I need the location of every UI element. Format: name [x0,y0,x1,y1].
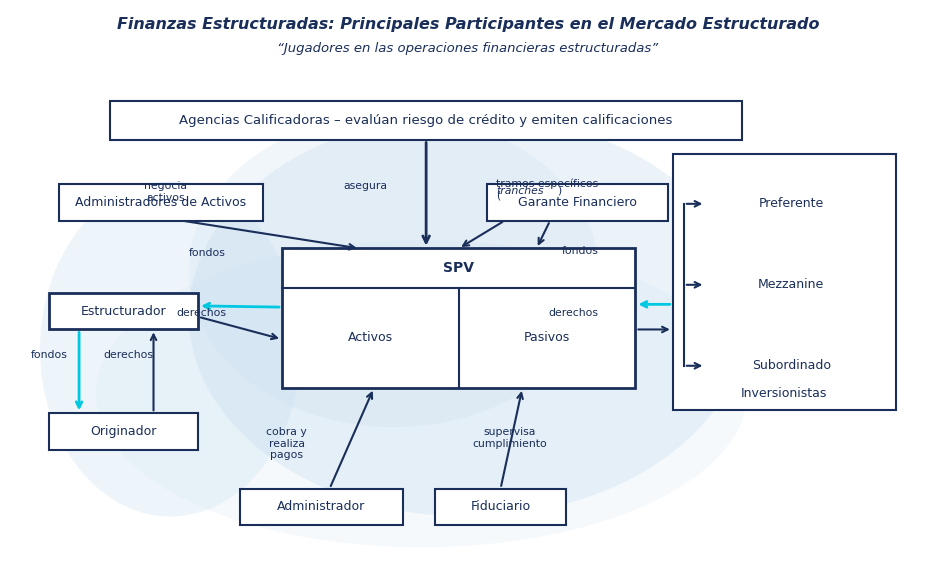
Text: Garante Financiero: Garante Financiero [518,196,636,209]
Text: Mezzanine: Mezzanine [758,278,825,291]
Text: tranches: tranches [496,186,544,196]
Text: supervisa
cumplimiento: supervisa cumplimiento [473,427,548,449]
Text: cobra y
realiza
pagos: cobra y realiza pagos [266,427,307,460]
FancyBboxPatch shape [50,293,198,329]
Text: derechos: derechos [548,309,598,318]
Text: SPV: SPV [443,261,475,275]
FancyBboxPatch shape [673,153,896,411]
Text: Inversionistas: Inversionistas [741,387,827,400]
FancyBboxPatch shape [59,184,263,221]
Text: Agencias Calificadoras – evalúan riesgo de crédito y emiten calificaciones: Agencias Calificadoras – evalúan riesgo … [180,113,673,126]
Ellipse shape [40,182,300,517]
FancyBboxPatch shape [705,268,877,302]
Text: ): ) [557,186,562,196]
Text: fondos: fondos [562,246,598,255]
Text: Pasivos: Pasivos [524,331,570,345]
Text: fondos: fondos [189,248,227,258]
Text: negocia
activos: negocia activos [144,182,187,203]
Ellipse shape [189,114,598,427]
FancyBboxPatch shape [435,488,565,525]
FancyBboxPatch shape [705,349,877,382]
FancyBboxPatch shape [50,413,198,450]
Text: Fiduciario: Fiduciario [471,500,531,513]
FancyBboxPatch shape [705,187,877,221]
Text: Finanzas Estructuradas: Principales Participantes en el Mercado Estructurado: Finanzas Estructuradas: Principales Part… [117,17,819,32]
Text: Preferente: Preferente [759,197,824,210]
FancyBboxPatch shape [110,100,742,140]
Text: Administradores de Activos: Administradores de Activos [76,196,246,209]
FancyBboxPatch shape [240,488,402,525]
Text: fondos: fondos [31,350,67,360]
Text: “Jugadores en las operaciones financieras estructuradas”: “Jugadores en las operaciones financiera… [277,42,659,55]
Ellipse shape [95,240,747,547]
Text: asegura: asegura [344,182,388,192]
FancyBboxPatch shape [282,249,636,388]
FancyBboxPatch shape [487,184,668,221]
Text: derechos: derechos [103,350,154,360]
Ellipse shape [189,114,747,517]
Text: derechos: derechos [176,309,227,318]
Text: Administrador: Administrador [277,500,366,513]
Text: Originador: Originador [91,425,157,438]
Text: Subordinado: Subordinado [752,359,831,372]
Text: Activos: Activos [348,331,393,345]
Text: tramos específicos
(: tramos específicos ( [496,179,598,201]
Text: Estructurador: Estructurador [80,305,167,318]
